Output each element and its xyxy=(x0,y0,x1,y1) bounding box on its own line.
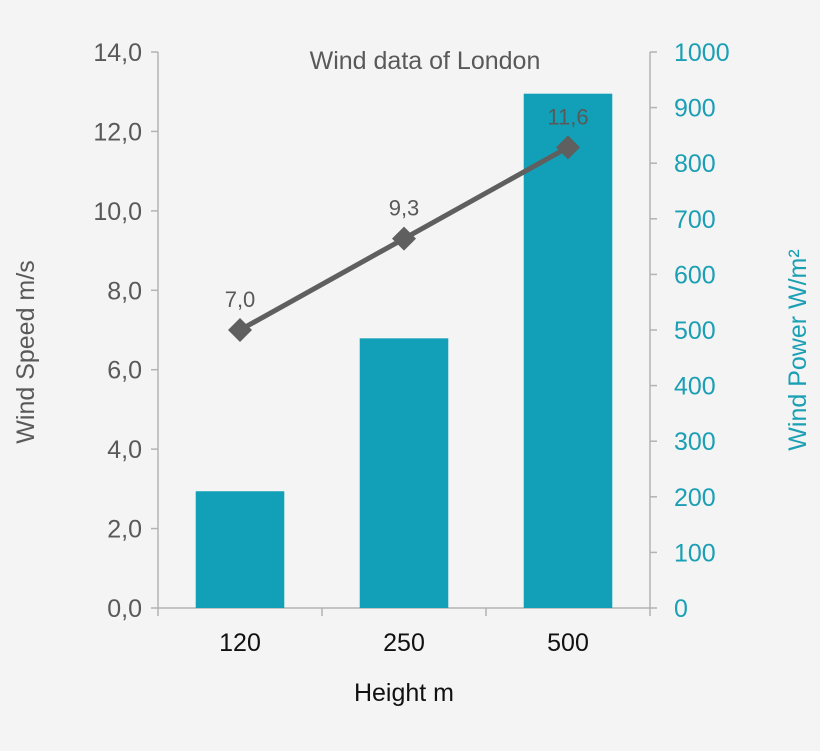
data-label: 7,0 xyxy=(225,287,256,312)
data-label: 9,3 xyxy=(389,196,420,221)
right-tick-label: 400 xyxy=(674,373,716,401)
x-axis: 120 250 500 xyxy=(157,607,651,657)
left-tick-label: 12,0 xyxy=(93,118,142,146)
left-tick-label: 2,0 xyxy=(107,516,142,544)
right-tick-label: 900 xyxy=(674,95,716,123)
right-tick-label: 500 xyxy=(674,317,716,345)
left-tick-label: 14,0 xyxy=(93,39,142,67)
left-tick-label: 4,0 xyxy=(107,436,142,464)
bar xyxy=(359,338,449,608)
x-axis-title: Height m xyxy=(354,679,454,707)
right-tick-label: 800 xyxy=(674,150,716,178)
chart-title: Wind data of London xyxy=(310,47,541,75)
right-y-axis: 0 100 200 300 400 500 600 700 800 900 1000 xyxy=(649,39,730,623)
left-y-axis: 0,0 2,0 4,0 6,0 8,0 10,0 12,0 14,0 xyxy=(93,39,159,623)
right-axis-title: Wind Power W/m² xyxy=(784,249,812,450)
diamond-marker xyxy=(228,318,252,342)
right-tick-label: 0 xyxy=(674,595,688,623)
right-tick-label: 700 xyxy=(674,206,716,234)
left-tick-label: 10,0 xyxy=(93,198,142,226)
x-tick-label: 120 xyxy=(219,629,261,657)
bar xyxy=(523,93,613,608)
right-tick-label: 600 xyxy=(674,261,716,289)
data-label: 11,6 xyxy=(547,104,588,129)
bar xyxy=(195,491,285,608)
left-tick-label: 8,0 xyxy=(107,277,142,305)
right-tick-label: 1000 xyxy=(674,39,730,67)
right-tick-label: 200 xyxy=(674,484,716,512)
left-axis-title: Wind Speed m/s xyxy=(12,260,40,443)
x-tick-label: 250 xyxy=(383,629,425,657)
left-tick-label: 6,0 xyxy=(107,357,142,385)
right-tick-label: 300 xyxy=(674,428,716,456)
line-series: 7,0 9,3 11,6 xyxy=(225,104,589,342)
bar-series xyxy=(195,93,613,608)
diamond-marker xyxy=(556,135,580,160)
diamond-marker xyxy=(392,226,416,251)
left-tick-label: 0,0 xyxy=(107,595,142,623)
x-tick-label: 500 xyxy=(547,629,589,657)
right-tick-label: 100 xyxy=(674,539,716,567)
